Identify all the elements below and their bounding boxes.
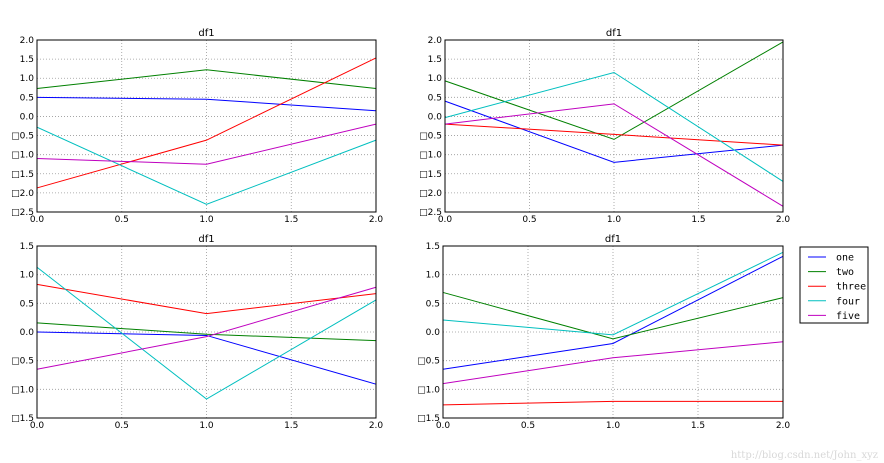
y-tick-label: □2.5 bbox=[419, 208, 442, 218]
subplot-1: 0.0 0.5 1.0 1.5 2.0 2.0 1.5 1.0 0.5 0.0 □0.5 □1.0 □1… bbox=[11, 28, 383, 225]
series-line-four bbox=[36, 126, 377, 205]
x-tick-label: 1.5 bbox=[691, 421, 705, 431]
legend-label: two bbox=[836, 267, 854, 278]
series-line-two bbox=[36, 322, 377, 342]
series-line-three bbox=[442, 400, 783, 406]
y-tick-label: 0.5 bbox=[20, 93, 34, 103]
subplot-title: df1 bbox=[198, 234, 214, 245]
axes-frame bbox=[36, 39, 377, 213]
y-tick-label: □1.5 bbox=[417, 414, 440, 424]
y-tick-label: 1.5 bbox=[20, 55, 34, 65]
y-tick-label: 0.5 bbox=[426, 299, 440, 309]
y-tick-label: □0.5 bbox=[11, 357, 34, 367]
x-tick-label: 0.5 bbox=[522, 215, 536, 225]
y-tick-label: □0.5 bbox=[11, 132, 34, 142]
y-tick-label: □1.5 bbox=[11, 170, 34, 180]
subplot-3: 0.0 0.5 1.0 1.5 2.0 1.5 1.0 0.5 0.0 □0.5 □1.0 □1.5 d… bbox=[11, 234, 383, 431]
series-line-five bbox=[442, 341, 784, 385]
series-line-five bbox=[36, 286, 377, 370]
series-line-one bbox=[36, 96, 377, 112]
y-tick-label: 1.5 bbox=[428, 55, 442, 65]
y-tick-label: 2.0 bbox=[20, 36, 35, 46]
x-tick-label: 1.0 bbox=[199, 421, 214, 431]
axes-frame bbox=[36, 245, 377, 419]
legend-label: three bbox=[836, 282, 866, 293]
y-tick-label: 1.0 bbox=[20, 271, 35, 281]
series-line-three bbox=[444, 123, 784, 146]
y-tick-label: 1.0 bbox=[20, 74, 35, 84]
y-tick-label: 1.0 bbox=[428, 74, 443, 84]
series-line-four bbox=[442, 251, 784, 336]
series-line-one bbox=[442, 255, 784, 370]
x-tick-label: 2.0 bbox=[369, 421, 384, 431]
subplot-title: df1 bbox=[605, 234, 621, 245]
series-line-two bbox=[442, 291, 784, 340]
y-tick-label: 1.5 bbox=[426, 242, 440, 252]
legend-entry-two: two bbox=[808, 267, 854, 278]
x-tick-label: 0.0 bbox=[436, 421, 451, 431]
y-tick-label: 0.0 bbox=[20, 112, 35, 122]
axes-frame bbox=[444, 39, 784, 213]
axes-frame bbox=[442, 245, 784, 419]
y-tick-label: □1.0 bbox=[11, 385, 34, 395]
subplot-title: df1 bbox=[606, 28, 622, 39]
y-tick-label: □0.5 bbox=[419, 132, 442, 142]
y-tick-label: 0.0 bbox=[426, 328, 441, 338]
y-tick-label: 1.0 bbox=[426, 271, 441, 281]
x-tick-label: 2.0 bbox=[776, 215, 791, 225]
x-tick-label: 1.0 bbox=[607, 215, 622, 225]
legend-entry-three: three bbox=[808, 282, 866, 293]
x-tick-label: 1.5 bbox=[284, 421, 298, 431]
y-tick-label: □1.5 bbox=[11, 414, 34, 424]
x-tick-label: 2.0 bbox=[369, 215, 384, 225]
x-tick-label: 0.5 bbox=[115, 215, 129, 225]
x-tick-label: 1.0 bbox=[199, 215, 214, 225]
legend-entry-five: five bbox=[808, 311, 860, 322]
y-tick-label: □2.0 bbox=[419, 189, 442, 199]
x-tick-label: 1.5 bbox=[284, 215, 298, 225]
subplot-4: 0.0 0.5 1.0 1.5 2.0 1.5 1.0 0.5 0.0 □0.5 □1.0 □1.5 d… bbox=[417, 234, 790, 431]
y-tick-label: □2.0 bbox=[11, 189, 34, 199]
legend-label: five bbox=[836, 311, 860, 322]
series-line-one bbox=[36, 331, 377, 385]
legend: one two three four five bbox=[799, 246, 869, 324]
series-line-three bbox=[36, 283, 377, 315]
y-tick-label: 0.5 bbox=[20, 299, 34, 309]
subplot-title: df1 bbox=[198, 28, 214, 39]
legend-entry-four: four bbox=[808, 296, 860, 307]
x-tick-label: 0.0 bbox=[438, 215, 453, 225]
y-tick-label: □1.5 bbox=[419, 170, 442, 180]
y-tick-label: □2.5 bbox=[11, 208, 34, 218]
legend-entry-one: one bbox=[808, 253, 854, 264]
y-tick-label: □0.5 bbox=[417, 357, 440, 367]
y-tick-label: 0.0 bbox=[428, 112, 443, 122]
y-tick-label: □1.0 bbox=[419, 151, 442, 161]
series-line-four bbox=[444, 71, 784, 182]
series-line-three bbox=[36, 57, 377, 189]
series-line-one bbox=[444, 100, 784, 163]
series-line-two bbox=[36, 69, 377, 90]
x-tick-label: 0.5 bbox=[521, 421, 535, 431]
series-line-two bbox=[444, 41, 784, 140]
x-tick-label: 2.0 bbox=[776, 421, 791, 431]
series-line-five bbox=[444, 103, 784, 207]
x-tick-label: 1.0 bbox=[606, 421, 621, 431]
y-tick-label: □1.0 bbox=[11, 151, 34, 161]
y-tick-label: 2.0 bbox=[428, 36, 443, 46]
legend-label: one bbox=[836, 253, 854, 264]
x-tick-label: 0.5 bbox=[115, 421, 129, 431]
subplot-2: 0.0 0.5 1.0 1.5 2.0 2.0 1.5 1.0 0.5 0.0 □0.5 □1.0 □1… bbox=[419, 28, 790, 225]
y-tick-label: 1.5 bbox=[20, 242, 34, 252]
watermark: http://blog.csdn.net/John_xyz bbox=[731, 450, 878, 461]
series-line-four bbox=[36, 266, 377, 400]
x-tick-label: 1.5 bbox=[691, 215, 705, 225]
y-tick-label: □1.0 bbox=[417, 385, 440, 395]
x-tick-label: 0.0 bbox=[30, 215, 45, 225]
x-tick-label: 0.0 bbox=[30, 421, 45, 431]
y-tick-label: 0.0 bbox=[20, 328, 35, 338]
y-tick-label: 0.5 bbox=[428, 93, 442, 103]
series-line-five bbox=[36, 123, 377, 165]
legend-label: four bbox=[836, 296, 860, 307]
